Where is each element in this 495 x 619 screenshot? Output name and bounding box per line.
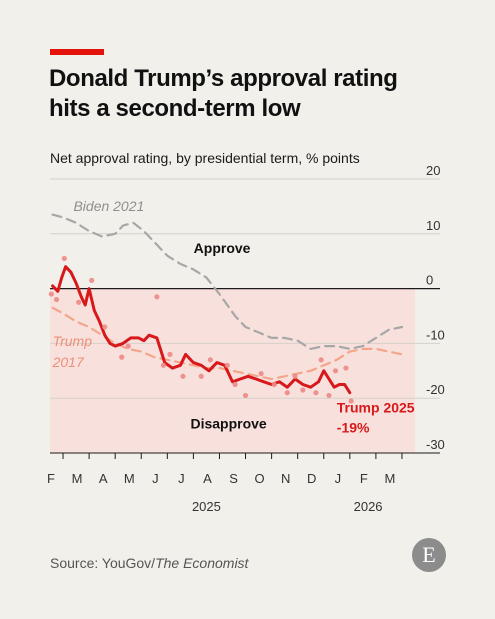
series-trump-2025 — [51, 265, 352, 395]
approve-label: Approve — [194, 240, 251, 256]
page-title: Donald Trump’s approval rating hits a se… — [49, 64, 469, 124]
poll-dot — [76, 299, 82, 305]
poll-dot — [154, 294, 160, 300]
poll-dot — [318, 357, 324, 363]
poll-dot — [167, 351, 173, 357]
x-tick-label: J — [335, 471, 342, 486]
poll-dot — [180, 373, 186, 379]
source-note: Source: YouGov/The Economist — [50, 555, 248, 571]
poll-dot — [343, 365, 349, 371]
poll-dot — [300, 387, 306, 393]
x-tick-label: S — [229, 471, 238, 486]
poll-dot — [332, 368, 339, 374]
poll-dot — [258, 370, 264, 377]
disapprove-label: Disapprove — [190, 415, 266, 431]
title-line-2: hits a second-term low — [49, 95, 301, 122]
x-tick-label: F — [360, 471, 368, 486]
poll-dot — [61, 255, 67, 262]
year-label: 2025 — [192, 499, 221, 514]
poll-dot — [198, 373, 204, 379]
poll-dot — [284, 390, 290, 396]
year-label: 2026 — [354, 499, 383, 514]
x-tick-label: A — [99, 471, 108, 486]
y-tick-label: -10 — [426, 327, 445, 342]
disapprove-region — [50, 288, 415, 453]
y-tick-label: 0 — [426, 273, 433, 288]
x-tick-label: O — [255, 471, 265, 486]
poll-dot — [53, 296, 60, 303]
brand-red-rule — [50, 49, 104, 55]
poll-dot — [348, 398, 354, 404]
poll-dot — [48, 291, 54, 297]
x-tick-label: J — [178, 471, 185, 486]
economist-logo-icon: E — [412, 538, 446, 572]
poll-dot — [207, 357, 213, 363]
x-tick-label: N — [281, 471, 290, 486]
x-tick-label: J — [152, 471, 159, 486]
source-label: Source: YouGov/ — [50, 555, 156, 571]
poll-dot — [326, 392, 332, 399]
chart-subtitle: Net approval rating, by presidential ter… — [50, 150, 360, 166]
poll-dot — [102, 324, 108, 330]
trump-2025-label: Trump 2025 — [337, 399, 415, 415]
series-biden-2021 — [51, 213, 404, 350]
source-publication: The Economist — [155, 555, 249, 571]
trump-2017-label-line1: Trump — [53, 333, 93, 349]
x-tick-label: M — [124, 471, 135, 486]
title-line-1: Donald Trump’s approval rating — [49, 65, 398, 92]
poll-dot — [125, 343, 131, 349]
poll-dot — [119, 354, 125, 360]
y-tick-label: 20 — [426, 165, 440, 178]
approval-chart: Approve Disapprove Biden 2021 Trump 2017 Trum… — [47, 165, 445, 514]
y-tick-label: -30 — [426, 437, 445, 452]
poll-dot — [89, 277, 95, 283]
poll-dot — [160, 362, 167, 368]
x-tick-label: M — [72, 471, 83, 486]
x-tick-label: A — [203, 471, 212, 486]
trump-2017-label-line2: 2017 — [52, 354, 85, 370]
trump-2025-value-label: -19% — [337, 420, 370, 436]
poll-dot — [313, 390, 319, 396]
biden-2021-label: Biden 2021 — [73, 198, 144, 214]
poll-dot — [292, 373, 298, 379]
poll-dot — [271, 381, 277, 388]
y-tick-label: 10 — [426, 218, 440, 233]
x-tick-label: F — [47, 471, 55, 486]
y-tick-label: -20 — [426, 382, 445, 397]
poll-dot — [224, 362, 230, 368]
poll-dot — [242, 392, 249, 399]
poll-dot — [232, 381, 238, 388]
x-tick-label: D — [307, 471, 316, 486]
x-tick-label: M — [385, 471, 396, 486]
